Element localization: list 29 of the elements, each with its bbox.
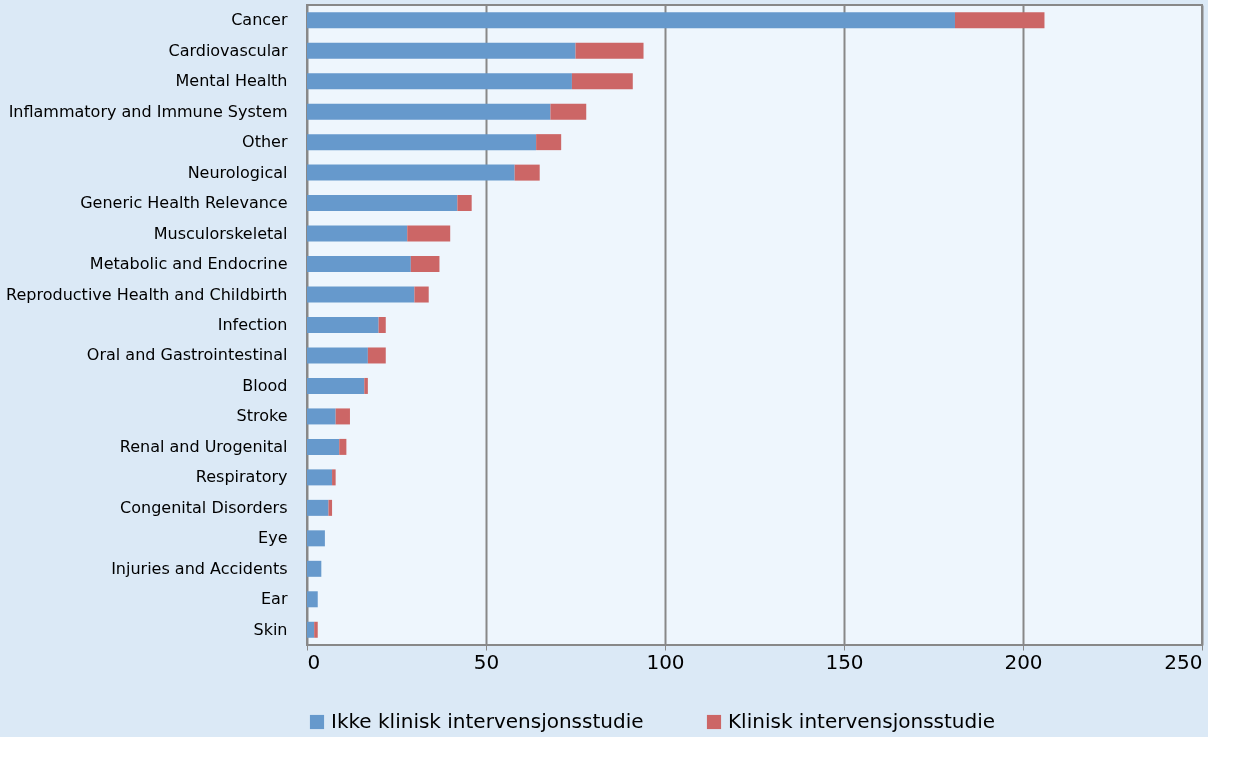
x-tick-label: 200 [1004, 649, 1043, 674]
y-tick-label: Stroke [236, 406, 288, 426]
y-tick-label: Neurological [187, 162, 288, 182]
y-tick-label: Reproductive Health and Childbirth [6, 284, 288, 304]
y-tick-label: Renal and Urogenital [119, 436, 288, 456]
y-tick-label: Cancer [231, 10, 288, 30]
y-tick-label: Skin [253, 619, 288, 639]
y-tick-label: Musculorskeletal [153, 223, 288, 243]
x-tick-label: 100 [646, 649, 685, 674]
y-tick-label: Oral and Gastrointestinal [86, 345, 288, 365]
x-tick-label: 250 [1164, 649, 1203, 674]
y-tick-label: Other [242, 132, 288, 152]
y-tick-label: Injuries and Accidents [111, 558, 288, 578]
legend-label: Ikke klinisk intervensjonsstudie [331, 709, 644, 733]
x-tick-label: 50 [473, 649, 500, 674]
y-tick-label: Metabolic and Endocrine [89, 254, 288, 274]
x-tick-label: 150 [825, 649, 864, 674]
x-tick-label: 0 [307, 649, 321, 674]
y-tick-label: Generic Health Relevance [80, 193, 288, 213]
y-tick-label: Inflammatory and Immune System [8, 101, 288, 121]
y-tick-label: Mental Health [175, 71, 288, 91]
y-tick-label: Respiratory [195, 467, 288, 487]
legend-label: Klinisk intervensjonsstudie [728, 709, 996, 733]
y-tick-label: Ear [261, 589, 288, 609]
y-tick-label: Congenital Disorders [120, 497, 288, 517]
y-tick-label: Eye [258, 528, 288, 548]
y-tick-label: Blood [242, 375, 288, 395]
y-tick-label: Infection [217, 315, 288, 334]
y-tick-label: Cardiovascular [168, 40, 288, 60]
